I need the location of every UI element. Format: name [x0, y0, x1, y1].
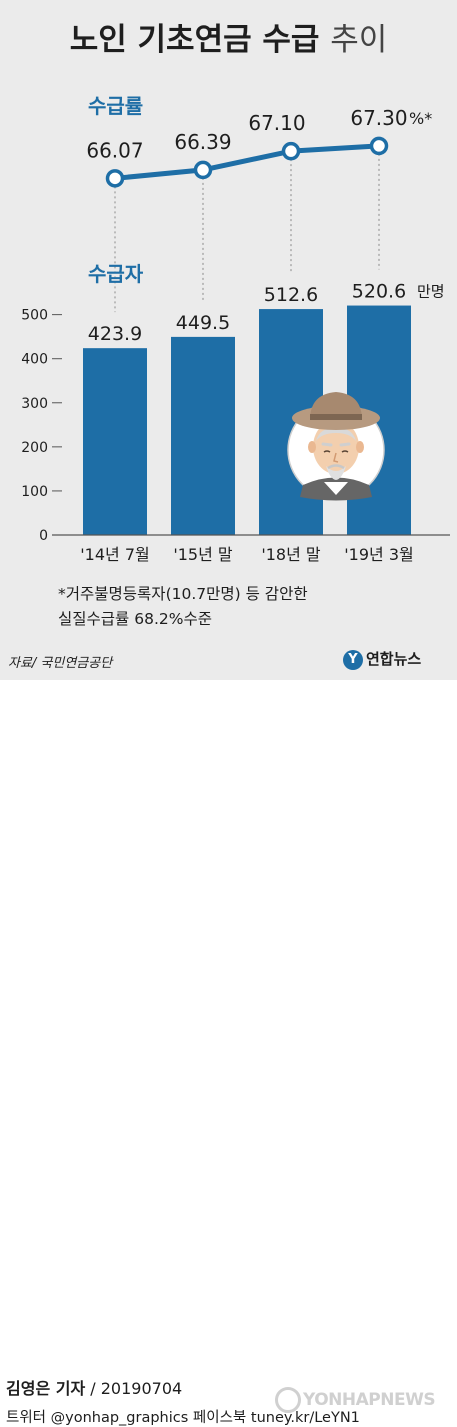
- byline: 김영은 기자 / 20190704: [6, 1375, 182, 1399]
- bar: [83, 348, 147, 535]
- rate-line: [114, 143, 380, 181]
- rate-point: [369, 136, 389, 156]
- rate-point: [105, 169, 125, 188]
- title-main: 노인 기초연금 수급: [69, 22, 320, 58]
- rate-point: [281, 141, 301, 161]
- category-label: '19년 3월: [344, 545, 413, 564]
- footnote-line-1: *거주불명등록자(10.7만명) 등 감안한: [58, 585, 308, 603]
- bar-value-label: 512.6: [264, 284, 318, 306]
- y-tick-label: 500: [21, 308, 48, 324]
- category-label: '18년 말: [261, 545, 321, 564]
- elderly-man-illustration: [287, 392, 385, 501]
- y-tick-label: 200: [21, 440, 48, 456]
- bar: [171, 336, 235, 535]
- rate-value-label: 67.30: [350, 106, 407, 130]
- reporter-name: 김영은 기자: [6, 1379, 86, 1398]
- infographic-card: 노인 기초연금 수급 추이 수급률 66.07 66.39 67.10 67.30 %* …: [0, 0, 457, 680]
- brand-mark-icon: Y: [343, 649, 363, 670]
- footer: YONHAPNEWS 김영은 기자 / 20190704 트위터 @yonhap…: [0, 680, 457, 1426]
- bar-unit-label: 만명: [417, 283, 445, 301]
- brand-name: 연합뉴스: [366, 650, 422, 668]
- y-tick-label: 300: [21, 396, 48, 412]
- bar-value-label: 520.6: [352, 281, 406, 303]
- bar-value-label: 449.5: [176, 312, 230, 334]
- publish-date: / 20190704: [90, 1379, 183, 1398]
- footnote-line-2: 실질수급률 68.2%수준: [58, 610, 212, 628]
- brand-logo: Y 연합뉴스: [343, 648, 421, 670]
- bar-series-label: 수급자: [88, 262, 144, 286]
- y-tick-label: 0: [39, 528, 48, 544]
- social-links: 트위터 @yonhap_graphics 페이스북 tuney.kr/LeYN1: [6, 1410, 360, 1426]
- line-series-label: 수급률: [88, 94, 143, 118]
- rate-unit-label: %*: [409, 109, 432, 128]
- y-tick-label: 100: [21, 484, 48, 500]
- title-light: 추이: [330, 22, 388, 58]
- category-label: '14년 7월: [80, 545, 149, 564]
- category-label: '15년 말: [173, 545, 233, 564]
- hat-crown: [310, 392, 362, 420]
- page-title: 노인 기초연금 수급 추이: [0, 14, 457, 59]
- rate-value-label: 67.10: [248, 111, 305, 135]
- rate-value-label: 66.39: [174, 130, 231, 154]
- bar-value-label: 423.9: [88, 323, 142, 345]
- rate-value-label: 66.07: [86, 138, 143, 162]
- beard-shape: [326, 466, 346, 480]
- rate-point: [193, 160, 213, 180]
- source-label: 자료/ 국민연금공단: [8, 656, 113, 671]
- y-tick-label: 400: [21, 352, 48, 368]
- chart: 수급률 66.07 66.39 67.10 67.30 %* 수급자 0 100 200 300 4…: [21, 94, 450, 564]
